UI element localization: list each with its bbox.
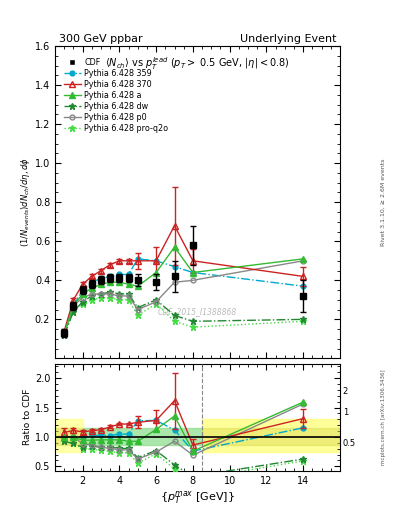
Text: 300 GeV ppbar: 300 GeV ppbar — [59, 33, 143, 44]
Text: 2

1


0.5: 2 1 0.5 — [343, 387, 356, 448]
Text: Rivet 3.1.10, ≥ 2.6M events: Rivet 3.1.10, ≥ 2.6M events — [381, 159, 386, 246]
Text: $\langle N_{ch}\rangle$ vs $p_T^{lead}$ ($p_T >$ 0.5 GeV, $|\eta| < 0.8$): $\langle N_{ch}\rangle$ vs $p_T^{lead}$ … — [105, 55, 290, 72]
Text: Underlying Event: Underlying Event — [239, 33, 336, 44]
Y-axis label: Ratio to CDF: Ratio to CDF — [23, 389, 32, 445]
Y-axis label: $(1/N_{events}) dN_{ch}/d\eta, d\phi$: $(1/N_{events}) dN_{ch}/d\eta, d\phi$ — [19, 157, 32, 247]
Legend: CDF, Pythia 6.428 359, Pythia 6.428 370, Pythia 6.428 a, Pythia 6.428 dw, Pythia: CDF, Pythia 6.428 359, Pythia 6.428 370,… — [60, 55, 172, 136]
Text: mcplots.cern.ch [arXiv:1306.3436]: mcplots.cern.ch [arXiv:1306.3436] — [381, 370, 386, 465]
X-axis label: $\{p_T^{max}$ [GeV]$\}$: $\{p_T^{max}$ [GeV]$\}$ — [160, 488, 235, 506]
Text: CDF_2015_I1388868: CDF_2015_I1388868 — [158, 307, 237, 316]
